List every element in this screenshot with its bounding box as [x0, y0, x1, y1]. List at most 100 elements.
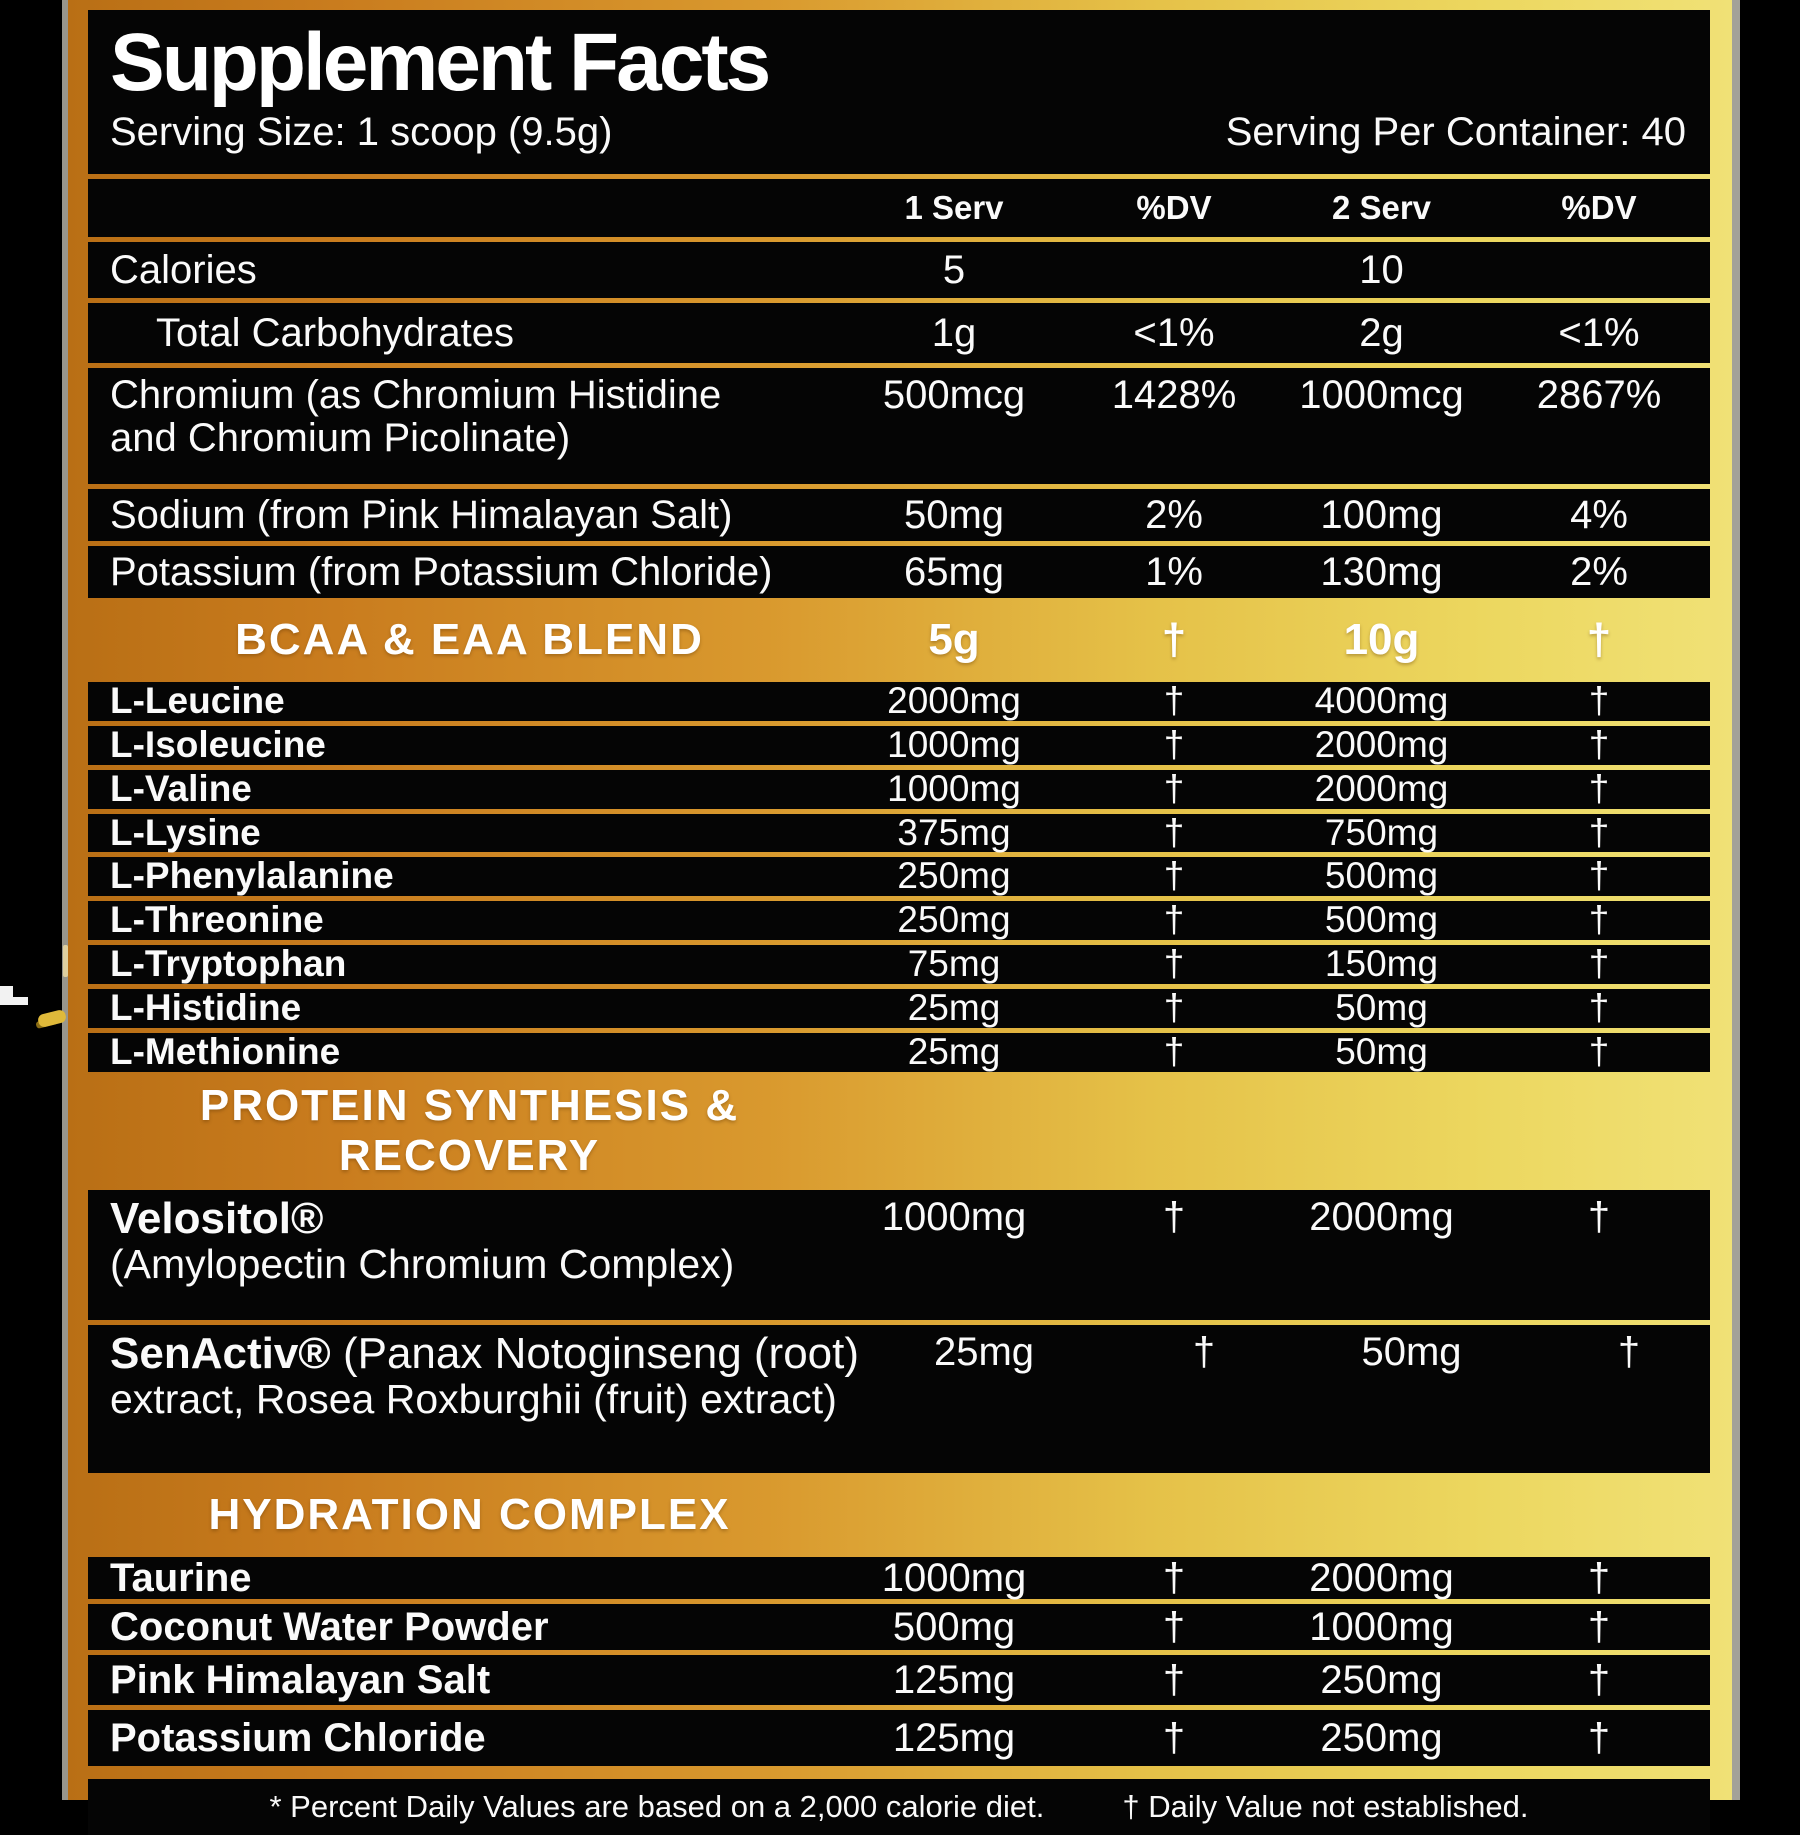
column-header-row: 1 Serv %DV 2 Serv %DV — [88, 179, 1710, 237]
nutrient-row: L-Threonine 250mg † 500mg † — [88, 899, 1710, 941]
nutrient-name-line2: extract, Rosea Roxburghii (fruit) extrac… — [110, 1375, 837, 1422]
value-1serv: 250mg — [897, 855, 1011, 897]
value-2serv: 500mg — [1324, 899, 1439, 941]
nutrient-name: L-Phenylalanine — [110, 855, 394, 897]
nutrient-name: Chromium (as Chromium Histidine and Chrom… — [88, 368, 829, 460]
value-dv1: † — [1163, 986, 1185, 1028]
nutrient-row: L-Histidine 25mg † 50mg † — [88, 986, 1710, 1028]
nutrient-name: Potassium (from Potassium Chloride) — [110, 550, 773, 594]
nutrient-row: L-Leucine 2000mg † 4000mg † — [88, 680, 1710, 721]
nutrient-row: Calories 5 10 — [88, 242, 1710, 298]
nutrient-name-line2: and Chromium Picolinate) — [110, 416, 571, 460]
value-1serv: 75mg — [907, 943, 1001, 985]
nutrient-name: Potassium Chloride — [110, 1715, 486, 1760]
value-dv1: 2% — [1145, 493, 1203, 537]
value-dv2: † — [1588, 943, 1610, 985]
value-2serv: 2g — [1359, 311, 1404, 355]
nutrient-row: L-Tryptophan 75mg † 150mg † — [88, 943, 1710, 985]
value-2serv: 500mg — [1324, 855, 1439, 897]
value-1serv: 2000mg — [887, 680, 1021, 721]
value-2serv: 50mg — [1335, 986, 1428, 1028]
nutrient-name: L-Tryptophan — [110, 943, 347, 985]
value-dv2: † — [1588, 723, 1610, 765]
page-title: Supplement Facts — [110, 17, 771, 108]
nutrient-row: Chromium (as Chromium Histidine and Chrom… — [88, 368, 1710, 484]
nutrient-row: Taurine 1000mg † 2000mg † — [88, 1555, 1710, 1600]
column-header-dv1: %DV — [1136, 189, 1212, 226]
nutrient-name: L-Lysine — [110, 811, 261, 853]
value-1serv: 375mg — [897, 811, 1011, 853]
serving-per-container: Serving Per Container: 40 — [1225, 110, 1686, 155]
serving-line: Serving Size: 1 scoop (9.5g) Serving Per… — [110, 110, 1686, 155]
value-dv1: † — [1192, 1329, 1216, 1374]
value-dv1: † — [1163, 1030, 1185, 1072]
serving-size: Serving Size: 1 scoop (9.5g) — [110, 110, 613, 155]
value-1serv: 500mg — [892, 1604, 1016, 1649]
value-1serv: 250mg — [897, 899, 1011, 941]
scan-artifact-edge-sliver — [63, 945, 68, 977]
nutrient-name: L-Leucine — [110, 680, 285, 721]
value-dv1: † — [1162, 1555, 1186, 1600]
value-dv2: 2867% — [1536, 373, 1662, 417]
value-dv1: † — [1162, 1604, 1186, 1649]
label-sheet: Supplement Facts Serving Size: 1 scoop (… — [62, 0, 1740, 1835]
value-dv1: † — [1161, 615, 1187, 664]
value-dv1: † — [1163, 943, 1185, 985]
value-dv1: † — [1162, 1194, 1186, 1239]
label-header: Supplement Facts Serving Size: 1 scoop (… — [88, 10, 1710, 174]
column-header-dv2: %DV — [1561, 189, 1637, 226]
value-dv2: † — [1586, 615, 1612, 664]
value-1serv: 5g — [928, 615, 980, 664]
value-dv2: † — [1588, 899, 1610, 941]
value-2serv: 2000mg — [1309, 1194, 1454, 1239]
value-1serv: 1000mg — [881, 1555, 1027, 1600]
value-2serv: 1000mg — [1309, 1604, 1454, 1649]
value-dv2: † — [1588, 767, 1610, 809]
scan-artifact-white-mark — [13, 997, 28, 1005]
value-dv2: † — [1617, 1329, 1641, 1374]
nutrient-row: L-Phenylalanine 250mg † 500mg † — [88, 855, 1710, 897]
value-dv1: † — [1163, 767, 1185, 809]
value-1serv: 50mg — [903, 493, 1005, 537]
value-dv2: † — [1587, 1194, 1611, 1239]
value-2serv: 750mg — [1324, 811, 1439, 853]
value-2serv: 150mg — [1324, 943, 1439, 985]
nutrient-row: Potassium Chloride 125mg † 250mg † — [88, 1709, 1710, 1766]
value-1serv: 1000mg — [887, 767, 1021, 809]
value-1serv: 25mg — [907, 986, 1001, 1028]
nutrient-name: Pink Himalayan Salt — [110, 1657, 491, 1702]
section-band: HYDRATION COMPLEX — [88, 1482, 1710, 1548]
nutrient-name: L-Isoleucine — [110, 723, 326, 765]
footnote-dv: * Percent Daily Values are based on a 2,… — [269, 1788, 1045, 1824]
value-1serv: 500mcg — [882, 373, 1026, 417]
column-header-1serv: 1 Serv — [904, 189, 1004, 226]
value-dv2: <1% — [1558, 311, 1640, 355]
nutrient-row: SenActiv® (Panax Notoginseng (root) extra… — [88, 1324, 1710, 1473]
nutrient-name: Coconut Water Powder — [110, 1604, 549, 1649]
nutrient-name: Sodium (from Pink Himalayan Salt) — [110, 493, 733, 537]
value-dv2: 4% — [1570, 493, 1628, 537]
value-dv1: <1% — [1133, 311, 1215, 355]
value-1serv: 125mg — [892, 1715, 1016, 1760]
nutrient-row: Sodium (from Pink Himalayan Salt) 50mg 2% 1… — [88, 489, 1710, 541]
value-dv2: † — [1587, 1555, 1611, 1600]
value-dv1: † — [1162, 1657, 1186, 1702]
value-1serv: 1000mg — [881, 1194, 1027, 1239]
value-dv1: † — [1163, 899, 1185, 941]
nutrient-name: Calories — [110, 248, 257, 292]
nutrient-name: Velositol® (Amylopectin Chromium Complex) — [88, 1190, 829, 1287]
nutrient-row: Velositol® (Amylopectin Chromium Complex)… — [88, 1189, 1710, 1320]
value-2serv: 2000mg — [1314, 767, 1449, 809]
nutrient-row: L-Isoleucine 1000mg † 2000mg † — [88, 723, 1710, 765]
value-1serv: 1000mg — [887, 723, 1021, 765]
value-2serv: 50mg — [1335, 1030, 1428, 1072]
section-band-title: PROTEIN SYNTHESIS & RECOVERY — [199, 1080, 740, 1180]
value-dv1: † — [1163, 855, 1185, 897]
value-dv2: † — [1588, 1030, 1610, 1072]
value-dv2: † — [1587, 1715, 1611, 1760]
nutrient-name: Taurine — [110, 1555, 252, 1600]
value-dv2: † — [1588, 986, 1610, 1028]
section-band: BCAA & EAA BLEND 5g † 10g † — [88, 607, 1710, 673]
value-2serv: 10 — [1359, 248, 1404, 292]
